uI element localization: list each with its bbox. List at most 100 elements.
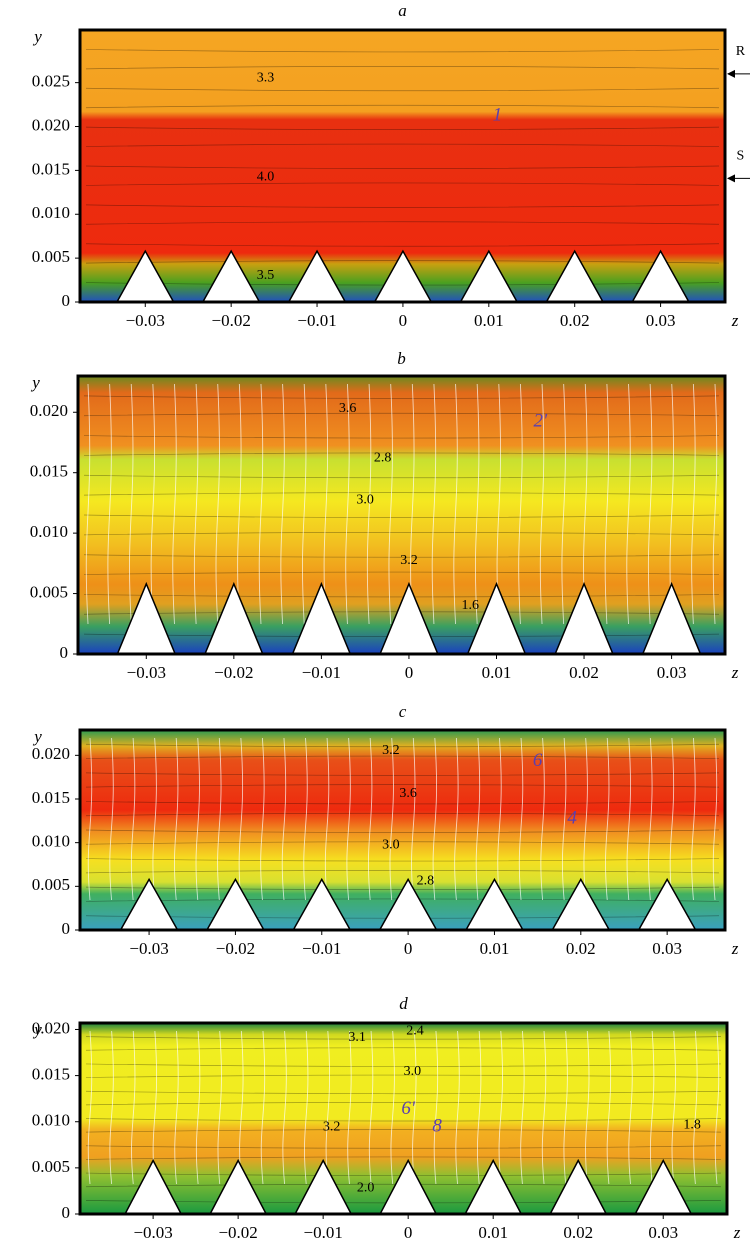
streamline: [647, 383, 653, 625]
streamline: [431, 383, 437, 625]
contour-line: [85, 1156, 722, 1160]
streamline: [540, 737, 545, 901]
annotation: 3.0: [404, 1064, 422, 1079]
annotation: 2.4: [406, 1024, 424, 1039]
y-tick-label: 0.015: [32, 159, 70, 178]
streamline: [411, 737, 416, 901]
contour-line: [85, 801, 720, 805]
panel-title: b: [397, 349, 406, 368]
contour-line: [85, 1145, 722, 1149]
x-tick-label: −0.03: [127, 663, 166, 682]
streamline: [628, 1030, 633, 1185]
contour-line: [85, 49, 720, 53]
frame: [78, 28, 727, 304]
streamline: [561, 737, 567, 901]
frame: [76, 374, 727, 656]
contour-line: [85, 243, 720, 247]
x-tick-label: −0.03: [133, 1223, 172, 1242]
streamline: [518, 737, 524, 901]
x-axis-label: z: [733, 1223, 741, 1242]
y-tick-label: 0.020: [30, 401, 68, 420]
streamline: [561, 383, 566, 625]
streamline: [260, 1030, 266, 1185]
streamline: [347, 1030, 352, 1185]
contour-line: [85, 784, 720, 788]
y-tick-label: 0.010: [32, 203, 70, 222]
contour-line: [85, 66, 720, 70]
x-tick-label: 0.01: [482, 663, 512, 682]
x-tick-label: 0.03: [648, 1223, 678, 1242]
streamline: [87, 737, 93, 901]
annotation: 6: [533, 750, 543, 771]
annotation: 2.8: [417, 873, 435, 888]
streamline: [583, 737, 588, 901]
y-tick-label: 0.025: [32, 72, 70, 91]
x-tick-label: −0.03: [129, 939, 168, 958]
annotation: 1.6: [461, 598, 479, 613]
contour-line: [85, 1090, 722, 1095]
annotation: 2': [533, 410, 548, 431]
contour-line: [85, 1063, 722, 1067]
y-tick-label: 0.020: [32, 744, 70, 763]
annotation: 3.1: [348, 1030, 366, 1045]
streamline: [237, 383, 242, 625]
streamline: [693, 1030, 698, 1185]
streamline: [215, 383, 220, 625]
annotation: 2.0: [357, 1180, 375, 1195]
streamline: [669, 737, 675, 901]
streamline: [433, 1030, 439, 1185]
streamline: [195, 737, 200, 901]
panel-title: c: [399, 702, 407, 721]
y-axis-label: y: [32, 1020, 42, 1039]
annotation: 4.0: [257, 170, 275, 185]
annotation: 3.0: [382, 838, 400, 853]
x-tick-label: 0.02: [569, 663, 599, 682]
streamline: [649, 1030, 655, 1185]
y-tick-label: 0.015: [30, 462, 68, 481]
x-tick-label: −0.02: [211, 311, 250, 330]
streamline: [217, 737, 222, 901]
streamline: [390, 1030, 395, 1185]
y-tick-label: 0.020: [32, 115, 70, 134]
y-tick-label: 0: [62, 291, 71, 310]
contour-line: [85, 104, 720, 109]
streamline: [475, 383, 480, 625]
annotation: 4: [567, 807, 577, 828]
annotation: 3.6: [399, 786, 417, 801]
annotation: 1.8: [683, 1118, 701, 1133]
contour-line: [85, 1074, 722, 1078]
streamline: [87, 1030, 93, 1185]
contour-line: [85, 858, 720, 862]
y-tick-label: 0.005: [32, 875, 70, 894]
streamline: [129, 383, 134, 625]
streamline: [325, 1030, 330, 1185]
contour-line: [85, 1036, 722, 1040]
y-tick-label: 0.010: [32, 1111, 70, 1130]
x-tick-label: −0.01: [297, 311, 336, 330]
streamline: [281, 737, 287, 901]
streamline: [258, 383, 264, 625]
y-tick-label: 0.005: [32, 1157, 70, 1176]
contour-line: [83, 474, 720, 479]
contour-line: [85, 772, 720, 776]
streamline: [174, 1030, 179, 1185]
y-tick-label: 0.005: [32, 247, 70, 266]
streamline: [195, 1030, 201, 1185]
frame: [78, 728, 727, 932]
x-axis-label: z: [731, 311, 739, 330]
y-tick-label: 0.015: [32, 788, 70, 807]
streamline: [455, 1030, 460, 1185]
streamline: [454, 737, 459, 901]
x-tick-label: 0: [404, 1223, 413, 1242]
contour-line: [85, 221, 720, 225]
annotation: 3.0: [356, 493, 374, 508]
contour-line: [83, 452, 720, 456]
streamline: [389, 737, 394, 901]
streamline: [193, 383, 199, 625]
streamline: [109, 737, 114, 901]
streamline: [152, 737, 157, 901]
x-axis-label: z: [731, 939, 739, 958]
streamline: [130, 737, 136, 901]
streamline: [217, 1030, 222, 1185]
